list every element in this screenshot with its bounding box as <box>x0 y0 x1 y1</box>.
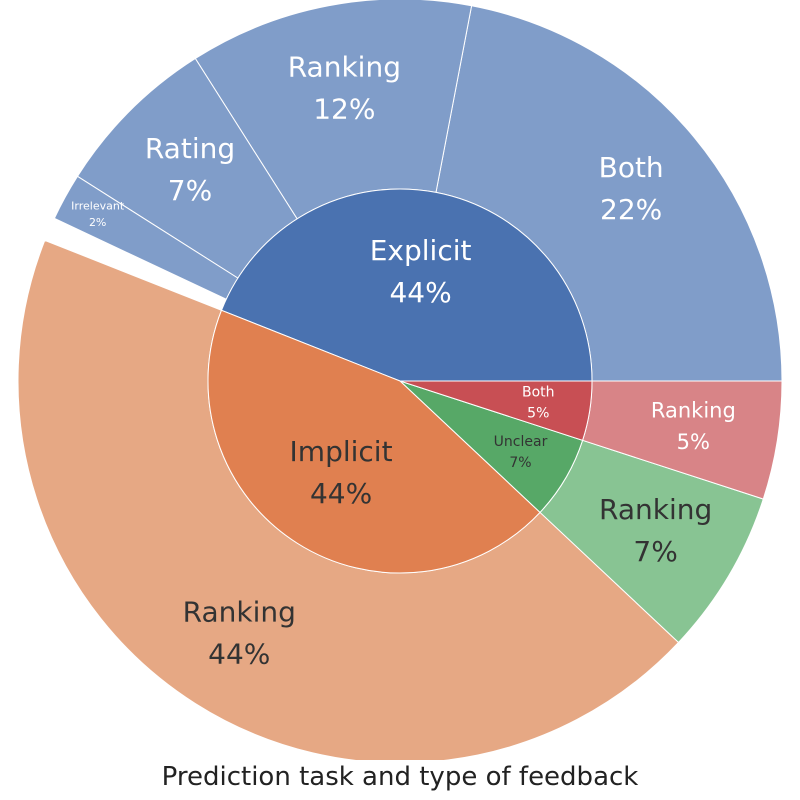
inner-slice-implicit[interactable] <box>207 309 541 574</box>
outer-label-unclear-ranking: Ranking 7% <box>599 493 712 568</box>
outer-label-both-ranking: Ranking 5% <box>651 399 736 455</box>
outer-label-explicit-ranking: Ranking 12% <box>288 50 401 125</box>
outer-label-explicit-irrelevant: Irrelevant 2% <box>71 200 125 230</box>
outer-label-explicit-rating: Rating 7% <box>145 132 235 207</box>
inner-slice-both[interactable] <box>399 380 593 441</box>
inner-label-implicit: Implicit 44% <box>290 435 393 510</box>
outer-label-explicit-both: Both 22% <box>599 151 664 226</box>
inner-label-both: Both 5% <box>522 384 555 421</box>
inner-label-unclear: Unclear 7% <box>494 434 548 471</box>
inner-label-explicit: Explicit 44% <box>370 234 472 309</box>
outer-label-implicit-ranking: Ranking 44% <box>183 595 296 670</box>
inner-slice-explicit[interactable] <box>220 188 593 382</box>
chart-title: Prediction task and type of feedback <box>161 762 639 792</box>
sunburst-chart: Both 22% Ranking 12% Rating 7% Irrelevant 2% Ran… <box>17 0 783 760</box>
